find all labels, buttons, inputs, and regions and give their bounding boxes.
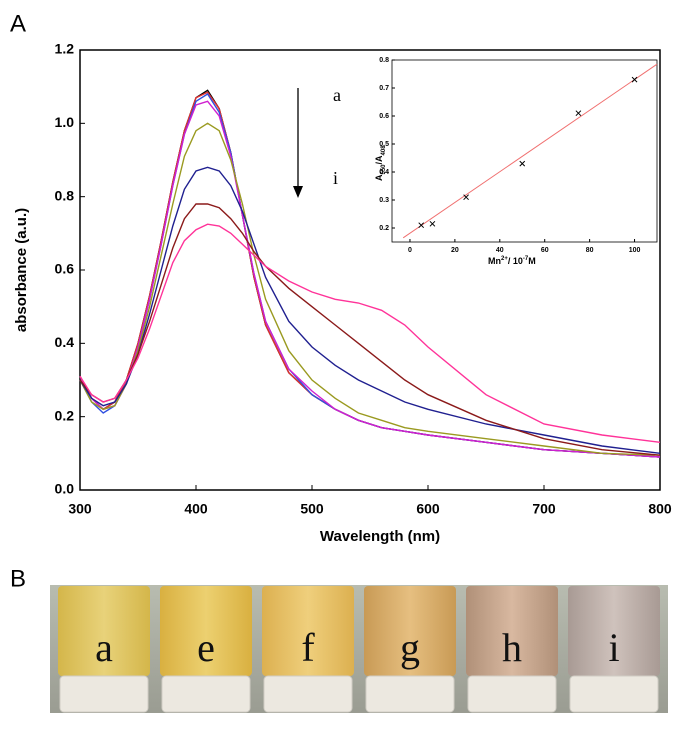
x-tick-label: 300 [68, 501, 92, 517]
vial [262, 586, 354, 676]
vial-cap [569, 675, 659, 713]
inset-chart: 0 20 40 60 80 100 0.2 0.3 0.4 0.5 0.6 0.7 0.8 Mn2+/ 1… [374, 57, 658, 267]
data-point [575, 110, 582, 117]
y-tick-label: 0.8 [379, 57, 389, 64]
vial [160, 586, 252, 676]
main-chart: 300 400 500 600 700 8000.00.20.40.60.81.01.2W… [13, 41, 672, 545]
annotation: i [333, 168, 338, 188]
spectrum-line [79, 91, 661, 458]
x-tick-label: 700 [532, 501, 556, 517]
panel-label: A [10, 10, 26, 37]
annotation: a [333, 85, 341, 105]
data-point [463, 194, 469, 201]
x-tick-label: 400 [184, 501, 208, 517]
y-tick-label: 0.6 [379, 113, 389, 120]
data-point [418, 222, 425, 229]
vial [466, 586, 558, 676]
spectrum-line [79, 203, 661, 456]
y-tick-label: 0.0 [55, 481, 75, 497]
spectrum-line [79, 89, 661, 458]
data-point [429, 220, 436, 227]
vial-cap [161, 675, 251, 713]
inset-y-label-part: /A [374, 155, 384, 165]
vial-cap [467, 675, 557, 713]
fit-line [402, 63, 658, 239]
vial-label: h [502, 625, 522, 670]
data-point [631, 76, 638, 83]
y-tick-label: 1.0 [55, 114, 75, 130]
x-axis-label: Wavelength (nm) [320, 528, 440, 545]
x-tick-label: 60 [541, 247, 549, 254]
vial-label: a [95, 625, 113, 670]
panel-label: B [10, 565, 26, 592]
vial [568, 586, 660, 676]
y-tick-label: 0.7 [379, 85, 389, 92]
vial-cap [365, 675, 455, 713]
vial-label: g [400, 625, 420, 670]
x-tick-label: 600 [416, 501, 440, 517]
y-tick-label: 0.4 [55, 334, 75, 350]
inset-x-label: Mn2+/ 10-7M [488, 256, 536, 267]
vial-label: e [197, 625, 215, 670]
x-tick-label: 800 [648, 501, 672, 517]
vial-cap [59, 675, 149, 713]
spectrum-line [79, 93, 661, 458]
y-axis-label: absorbance (a.u.) [13, 208, 30, 332]
inset-x-label-part: / 10 [508, 256, 523, 266]
vial [364, 586, 456, 676]
x-tick-label: 0 [408, 247, 412, 254]
x-tick-label: 80 [586, 247, 594, 254]
x-tick-label: 500 [300, 501, 324, 517]
y-tick-label: 0.5 [379, 141, 389, 148]
x-tick-label: 20 [451, 247, 459, 254]
spectrum-line [79, 122, 661, 456]
inset-y-label: A550/A408 [374, 145, 386, 181]
y-tick-label: 1.2 [55, 41, 75, 57]
arrow-head [293, 186, 303, 198]
inset-x-label-part: M [528, 256, 536, 266]
y-tick-label: 0.3 [379, 197, 389, 204]
inset-x-label-part: Mn [488, 256, 501, 266]
y-tick-label: 0.8 [55, 187, 75, 203]
y-tick-label: 0.4 [379, 169, 389, 176]
inset-y-label-part: A [374, 174, 384, 181]
data-point [519, 160, 526, 167]
inset-x-label-part: -7 [523, 256, 529, 262]
x-tick-label: 100 [629, 247, 641, 254]
y-tick-label: 0.6 [55, 261, 75, 277]
y-tick-label: 0.2 [379, 225, 389, 232]
vial-cap [263, 675, 353, 713]
plot-frame [391, 59, 658, 243]
x-tick-label: 40 [496, 247, 504, 254]
photo-background [50, 585, 668, 713]
vial-label: i [608, 625, 619, 670]
vial-label: f [301, 625, 315, 670]
inset-y-label-part: 408 [381, 145, 387, 156]
inset-x-label-part: 2+ [501, 256, 508, 262]
inset-y-label-part: 550 [381, 164, 387, 175]
y-tick-label: 0.2 [55, 407, 75, 423]
spectrum-line [79, 223, 661, 443]
vial [58, 586, 150, 676]
